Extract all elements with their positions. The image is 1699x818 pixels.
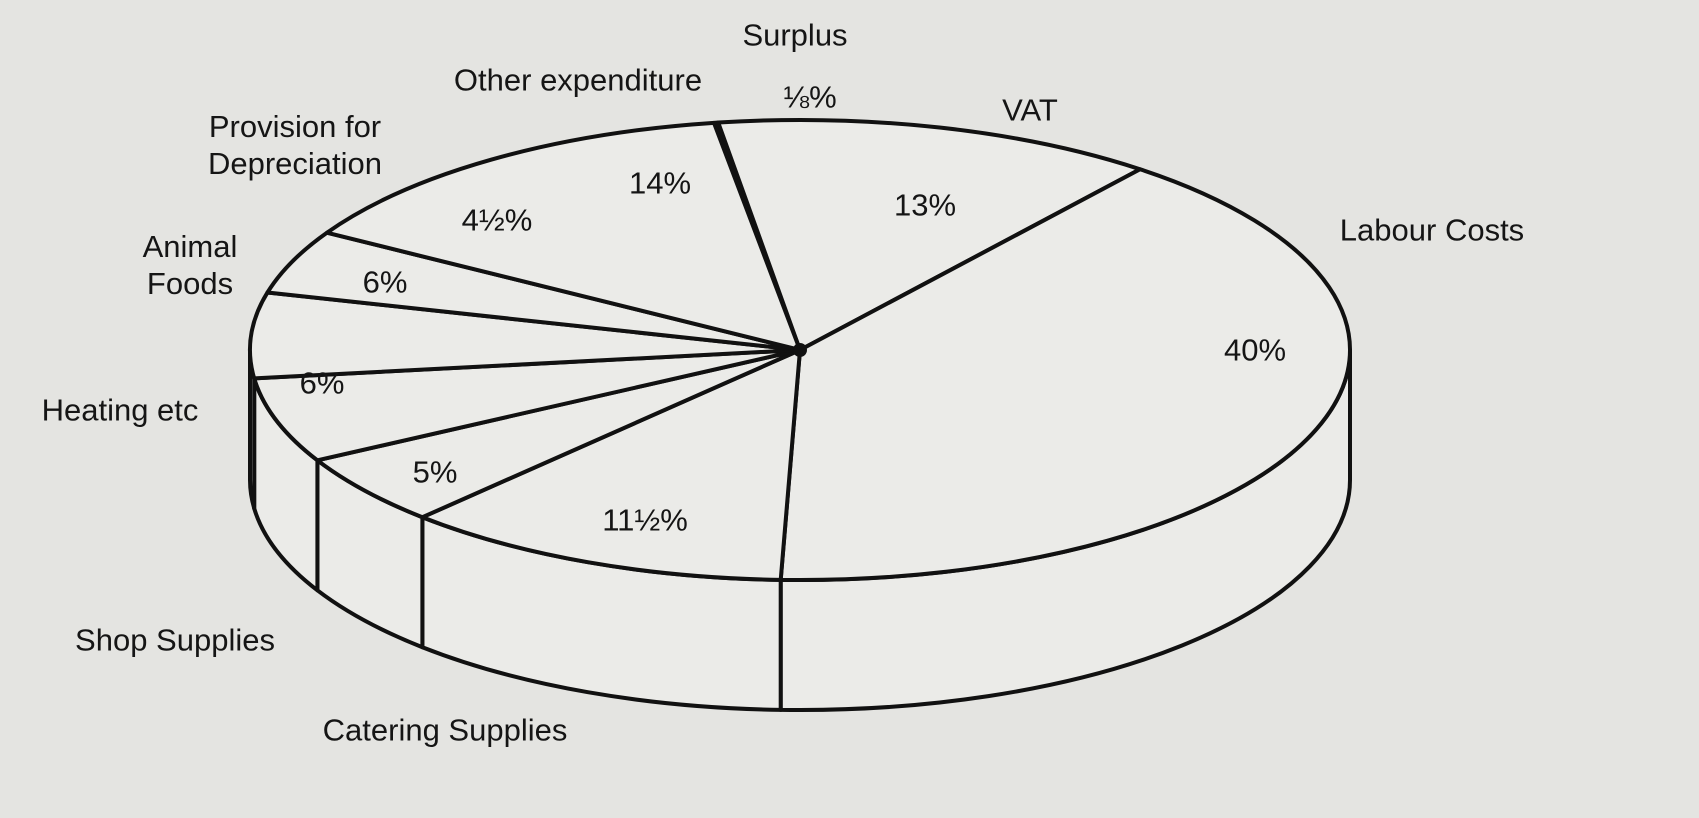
value-label: 40% xyxy=(1223,332,1287,368)
slice-label: VAT xyxy=(1002,92,1058,128)
pie-slice xyxy=(420,348,802,582)
pie-slice xyxy=(252,348,802,463)
pie-slice xyxy=(324,120,802,352)
pie-slice xyxy=(248,290,802,381)
slice-label: Shop Supplies xyxy=(75,622,275,658)
pie-slice xyxy=(716,118,1143,352)
value-label: 13% xyxy=(893,187,957,223)
value-label: 14% xyxy=(628,165,692,201)
slice-label: Surplus xyxy=(742,17,848,53)
value-label: 11½% xyxy=(602,502,688,538)
value-label: 4½% xyxy=(461,202,533,238)
slice-label: Animal Foods xyxy=(142,228,238,301)
pie-center xyxy=(793,343,807,357)
slice-label: Heating etc xyxy=(41,392,199,428)
value-label: 5% xyxy=(412,454,458,490)
slice-label: Other expenditure xyxy=(453,62,703,98)
slice-label: Catering Supplies xyxy=(322,712,568,748)
value-label: 6% xyxy=(299,365,345,401)
slice-label: Provision for Depreciation xyxy=(207,108,383,181)
slice-label: Labour Costs xyxy=(1339,212,1525,248)
pie-slice xyxy=(778,167,1352,582)
value-label: ⅛% xyxy=(783,79,837,115)
value-label: 6% xyxy=(362,264,408,300)
